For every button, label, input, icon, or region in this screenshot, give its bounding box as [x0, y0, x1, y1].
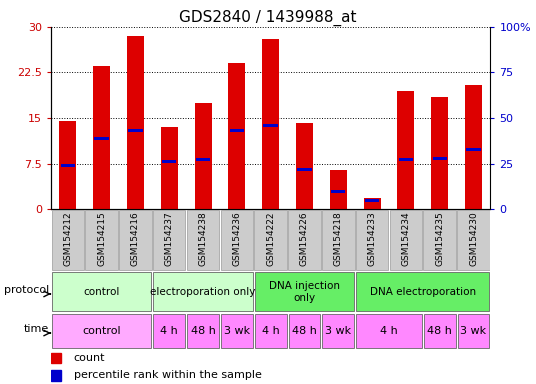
Text: GDS2840 / 1439988_at: GDS2840 / 1439988_at [179, 10, 357, 26]
FancyBboxPatch shape [187, 314, 219, 348]
Text: GSM154236: GSM154236 [233, 212, 241, 266]
Text: GSM154212: GSM154212 [63, 212, 72, 266]
Bar [228, 63, 245, 209]
Bar [297, 168, 311, 170]
Bar [330, 170, 347, 209]
FancyBboxPatch shape [119, 210, 152, 270]
FancyBboxPatch shape [423, 210, 456, 270]
Text: 48 h: 48 h [191, 326, 215, 336]
FancyBboxPatch shape [288, 210, 321, 270]
Text: 3 wk: 3 wk [460, 326, 487, 336]
Text: GSM154226: GSM154226 [300, 212, 309, 266]
Bar [363, 199, 381, 209]
Bar [365, 199, 379, 202]
FancyBboxPatch shape [288, 314, 321, 348]
FancyBboxPatch shape [187, 210, 219, 270]
FancyBboxPatch shape [221, 210, 253, 270]
FancyBboxPatch shape [221, 314, 253, 348]
Text: GSM154216: GSM154216 [131, 212, 140, 266]
Bar [59, 121, 76, 209]
Text: control: control [84, 287, 120, 297]
FancyBboxPatch shape [153, 314, 185, 348]
Text: protocol: protocol [4, 285, 49, 295]
FancyBboxPatch shape [255, 314, 287, 348]
Text: GSM154215: GSM154215 [97, 212, 106, 266]
FancyBboxPatch shape [153, 210, 185, 270]
Bar [94, 137, 109, 140]
FancyBboxPatch shape [322, 210, 354, 270]
Text: GSM154238: GSM154238 [198, 212, 207, 266]
Text: GSM154222: GSM154222 [266, 212, 275, 266]
FancyBboxPatch shape [356, 272, 489, 311]
Text: 3 wk: 3 wk [325, 326, 352, 336]
Text: 4 h: 4 h [380, 326, 398, 336]
Text: GSM154218: GSM154218 [334, 212, 343, 266]
Bar [195, 103, 212, 209]
FancyBboxPatch shape [390, 210, 422, 270]
Text: GSM154234: GSM154234 [401, 212, 411, 266]
Bar [433, 157, 447, 160]
FancyBboxPatch shape [323, 314, 354, 348]
Bar [431, 97, 448, 209]
Text: count: count [74, 353, 105, 363]
Bar [162, 161, 176, 163]
Text: control: control [83, 326, 121, 336]
Bar [296, 123, 313, 209]
Bar [466, 147, 481, 151]
Bar [127, 36, 144, 209]
Text: 48 h: 48 h [427, 326, 452, 336]
Bar [51, 370, 61, 381]
Bar [230, 129, 244, 132]
FancyBboxPatch shape [457, 210, 490, 270]
Text: GSM154237: GSM154237 [165, 212, 174, 266]
Bar [399, 157, 413, 161]
Bar [93, 66, 110, 209]
FancyBboxPatch shape [356, 210, 389, 270]
FancyBboxPatch shape [85, 210, 118, 270]
Bar [264, 124, 278, 127]
Text: GSM154233: GSM154233 [368, 212, 377, 266]
Bar [196, 157, 210, 161]
Text: electroporation only: electroporation only [151, 287, 256, 297]
FancyBboxPatch shape [458, 314, 489, 348]
Bar [331, 190, 346, 192]
Text: 4 h: 4 h [160, 326, 178, 336]
Text: percentile rank within the sample: percentile rank within the sample [74, 370, 262, 381]
FancyBboxPatch shape [153, 272, 253, 311]
Bar [262, 39, 279, 209]
FancyBboxPatch shape [51, 210, 84, 270]
Bar [128, 129, 143, 132]
Bar [61, 164, 75, 167]
FancyBboxPatch shape [356, 314, 422, 348]
Text: GSM154230: GSM154230 [469, 212, 478, 266]
Text: DNA injection
only: DNA injection only [269, 281, 340, 303]
Text: 3 wk: 3 wk [224, 326, 250, 336]
Text: DNA electroporation: DNA electroporation [370, 287, 476, 297]
FancyBboxPatch shape [255, 210, 287, 270]
Text: 48 h: 48 h [292, 326, 317, 336]
FancyBboxPatch shape [424, 314, 456, 348]
Text: 4 h: 4 h [262, 326, 280, 336]
Text: time: time [24, 324, 49, 334]
Bar [51, 353, 61, 363]
FancyBboxPatch shape [52, 314, 151, 348]
FancyBboxPatch shape [255, 272, 354, 311]
Bar [161, 127, 178, 209]
Bar [465, 84, 482, 209]
Text: GSM154235: GSM154235 [435, 212, 444, 266]
Bar [398, 91, 414, 209]
FancyBboxPatch shape [52, 272, 151, 311]
